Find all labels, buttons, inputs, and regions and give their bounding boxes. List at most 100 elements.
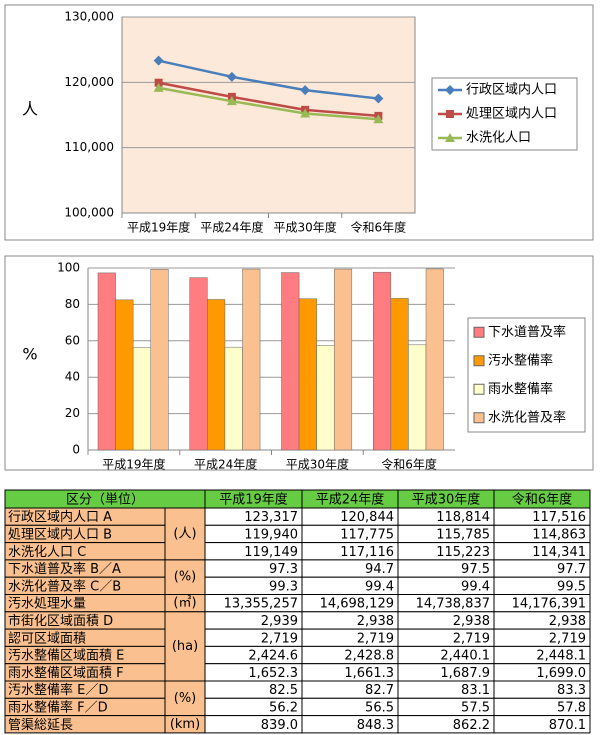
- marker: [446, 110, 454, 118]
- cell-value: 83.3: [557, 683, 586, 698]
- cell-value: 839.0: [261, 718, 298, 733]
- cell-value: 1,652.3: [248, 666, 298, 681]
- legend-label: 水洗化人口: [466, 131, 531, 146]
- cell-value: 848.3: [357, 718, 394, 733]
- cell-value: 97.3: [269, 562, 298, 577]
- bar: [408, 344, 427, 451]
- row-label: 雨水整備区域面積 F: [8, 665, 124, 681]
- marker: [153, 82, 164, 92]
- cell-value: 123,317: [244, 510, 298, 525]
- cell-value: 82.7: [365, 683, 394, 698]
- bar: [425, 268, 444, 451]
- y-tick-label: 110,000: [64, 140, 114, 154]
- cell-value: 2,719: [357, 631, 394, 646]
- bar: [115, 299, 134, 451]
- header-text: 区分（単位）: [66, 492, 144, 508]
- cell-value: 2,719: [261, 631, 298, 646]
- cell-value: 117,516: [532, 510, 586, 525]
- header-text: 平成24年度: [316, 492, 385, 508]
- cell-value: 57.5: [461, 700, 490, 715]
- y-axis-label: 人: [22, 100, 38, 119]
- cell-value: 14,176,391: [512, 597, 586, 612]
- cell-value: 114,341: [532, 545, 586, 560]
- x-tick-label: 平成30年度: [273, 220, 336, 235]
- cell-value: 119,149: [244, 545, 298, 560]
- line: [158, 86, 379, 121]
- cell-value: 99.4: [365, 579, 394, 594]
- cell-value: 2,938: [549, 614, 586, 629]
- unit-text: (km): [170, 717, 200, 732]
- y-tick-label: 120,000: [64, 75, 114, 89]
- bar: [281, 272, 300, 451]
- legend-swatch: [473, 383, 485, 395]
- cell-value: 117,116: [340, 545, 394, 560]
- bar: [242, 268, 261, 451]
- legend-swatch: [473, 412, 485, 424]
- marker: [226, 96, 237, 106]
- cell-value: 2,448.1: [536, 649, 586, 664]
- cell-value: 115,785: [436, 527, 490, 542]
- y-tick-label: 80: [65, 297, 80, 311]
- marker: [373, 114, 384, 124]
- marker: [300, 108, 311, 118]
- header-text: 平成19年度: [219, 492, 288, 508]
- cell-value: 2,939: [261, 614, 298, 629]
- cell-value: 97.5: [461, 562, 490, 577]
- y-tick-label: 0: [72, 443, 80, 457]
- cell-value: 120,844: [340, 510, 394, 525]
- cell-value: 862.2: [453, 718, 490, 733]
- cell-value: 57.8: [557, 700, 586, 715]
- x-tick-label: 平成24年度: [194, 457, 257, 472]
- bar: [189, 277, 208, 451]
- unit-cell: [164, 507, 206, 561]
- header-text: 令和6年度: [512, 492, 572, 508]
- row-label: 雨水整備率 F／D: [8, 699, 108, 715]
- cell-value: 2,719: [453, 631, 490, 646]
- unit-text: (ha): [172, 639, 198, 654]
- cell-value: 2,428.8: [344, 649, 394, 664]
- cell-value: 97.7: [557, 562, 586, 577]
- unit-text: (人): [173, 526, 196, 541]
- legend-label: 雨水整備率: [488, 381, 553, 397]
- bar: [333, 268, 353, 451]
- row-label: 管渠総延長: [8, 718, 73, 733]
- cell-value: 82.5: [269, 683, 298, 698]
- row-label: 行政区域内人口 A: [8, 509, 112, 525]
- row-label: 汚水処理水量: [8, 597, 86, 612]
- cell-value: 99.3: [269, 579, 298, 594]
- cell-value: 99.5: [557, 579, 586, 594]
- cell-value: 14,698,129: [320, 597, 394, 612]
- cell-value: 56.2: [269, 700, 298, 715]
- label-cell: [4, 715, 166, 734]
- bar: [316, 345, 335, 451]
- legend-swatch: [473, 326, 485, 338]
- unit-text: (%): [174, 691, 197, 706]
- bar: [132, 347, 151, 451]
- line: [158, 81, 379, 118]
- header-text: 平成30年度: [412, 492, 481, 508]
- x-tick-label: 令和6年度: [351, 220, 407, 235]
- legend-swatch: [473, 355, 485, 367]
- legend-label: 水洗化普及率: [488, 409, 566, 425]
- y-tick-label: 40: [65, 370, 80, 384]
- cell-value: 2,938: [357, 614, 394, 629]
- cell-value: 2,424.6: [248, 649, 298, 664]
- cell-value: 83.1: [461, 683, 490, 698]
- cell-value: 14,738,837: [416, 597, 490, 612]
- cell-value: 1,661.3: [344, 666, 394, 681]
- row-label: 水洗化普及率 C／B: [8, 578, 121, 594]
- bar: [150, 269, 169, 451]
- x-tick-label: 平成30年度: [286, 457, 349, 472]
- cell-value: 2,719: [549, 631, 586, 646]
- cell-value: 870.1: [549, 718, 586, 733]
- x-tick-label: 平成19年度: [127, 220, 190, 235]
- y-tick-label: 130,000: [64, 10, 114, 24]
- cell-value: 2,440.1: [440, 649, 490, 664]
- row-label: 処理区域内人口 B: [8, 526, 112, 542]
- marker: [226, 71, 237, 82]
- x-tick-label: 平成19年度: [102, 457, 165, 472]
- marker: [373, 93, 384, 104]
- row-label: 認可区域面積: [8, 630, 86, 646]
- y-tick-label: 60: [65, 333, 80, 347]
